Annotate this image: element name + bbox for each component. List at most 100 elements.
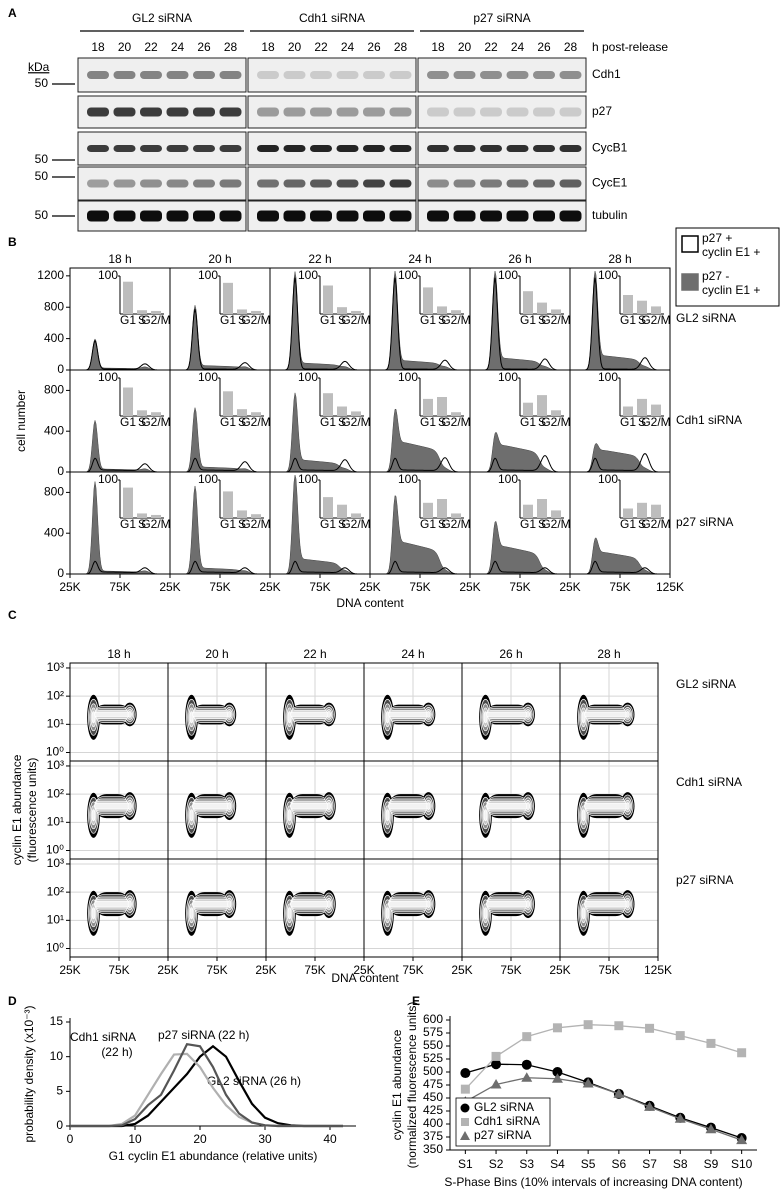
inset-category: G1 — [220, 313, 236, 327]
protein-label: Cdh1 — [592, 67, 621, 81]
blot-band — [363, 145, 385, 152]
inset-category: G1 — [520, 313, 536, 327]
contour — [290, 802, 330, 810]
blot-panel — [417, 57, 587, 93]
timepoint-label: 20 — [288, 40, 302, 54]
x-tick-label: 75K — [209, 580, 230, 594]
data-point — [521, 1072, 533, 1082]
blot-band — [219, 179, 242, 188]
contour — [127, 711, 132, 718]
x-tick-label: 25K — [549, 963, 570, 977]
data-point — [521, 1059, 532, 1070]
panel-letter: A — [8, 6, 17, 20]
inset-bar — [551, 309, 561, 314]
protein-label: CycB1 — [592, 141, 628, 155]
inset-tick-label: 100 — [398, 370, 418, 384]
x-tick-label: 10 — [128, 1132, 142, 1146]
inset-bar — [651, 504, 661, 518]
time-unit: h post-release — [592, 40, 668, 54]
blot-band — [257, 210, 279, 222]
inset-category: G1 — [320, 415, 336, 429]
data-point — [706, 1038, 716, 1048]
inset-bar — [551, 410, 561, 416]
timepoint-label: 26 — [367, 40, 381, 54]
legend-marker — [461, 1118, 469, 1126]
inset-category: S — [138, 313, 146, 327]
inset-bar — [237, 409, 247, 416]
blot-band — [453, 179, 476, 188]
inset-category: G1 — [120, 313, 136, 327]
x-tick-label: 25K — [159, 580, 180, 594]
blot-panel — [417, 166, 587, 201]
kda-marker: 50 — [35, 152, 49, 166]
legend-label: p27 siRNA — [474, 1128, 531, 1142]
y-tick-label: 400 — [423, 1116, 443, 1130]
contour — [227, 802, 232, 810]
contour — [189, 907, 194, 920]
inset-category: S — [338, 415, 346, 429]
inset-background — [600, 372, 666, 430]
x-tick-label: S7 — [642, 1157, 657, 1171]
histogram-line — [570, 277, 670, 371]
data-point — [644, 1101, 656, 1111]
y-tick-label: 10² — [47, 688, 64, 702]
blot-band — [559, 179, 582, 188]
blot-band — [257, 71, 279, 79]
inset-category: S — [138, 517, 146, 531]
y-tick-label: 10⁰ — [46, 745, 64, 759]
timepoint-label: 18 — [261, 40, 275, 54]
blot-band — [166, 210, 189, 222]
inset-bar — [223, 282, 233, 314]
x-axis-label: DNA content — [336, 596, 404, 610]
blot-band — [427, 107, 449, 117]
inset-bar — [151, 310, 161, 314]
inset-bar — [637, 300, 647, 314]
contour — [584, 711, 628, 718]
inset-category: G2/M — [241, 313, 270, 327]
inset-tick-label: 100 — [298, 472, 318, 486]
data-point — [552, 1023, 562, 1033]
contour — [584, 900, 628, 908]
column-label: 28 h — [597, 647, 620, 661]
blot-band — [336, 210, 359, 222]
x-tick-label: 25K — [59, 963, 80, 977]
inset-category: G2/M — [141, 415, 170, 429]
histogram-line — [70, 457, 170, 473]
contour — [388, 711, 429, 718]
y-axis-label: (fluorescence units) — [25, 758, 39, 863]
inset-bar — [323, 393, 333, 416]
blot-band — [113, 107, 136, 117]
contour — [625, 900, 630, 908]
blot-band — [336, 107, 359, 117]
y-tick-label: 450 — [423, 1090, 443, 1104]
contour — [525, 802, 531, 810]
inset-category: G2/M — [341, 313, 370, 327]
series-line — [465, 1077, 742, 1141]
x-tick-label: 25K — [459, 580, 480, 594]
inset-bar — [237, 309, 247, 314]
legend-label: p27 - — [702, 269, 729, 283]
blot-band — [140, 107, 162, 117]
blot-band — [87, 107, 109, 117]
blot-band — [336, 179, 359, 188]
blot-band — [559, 145, 582, 152]
column-label: 22 h — [303, 647, 326, 661]
y-axis-label: probability density (x10⁻³) — [22, 1005, 36, 1142]
x-tick-label: 25K — [255, 963, 276, 977]
inset-category: G1 — [220, 415, 236, 429]
y-axis-label: (normalized fluorescence units) — [405, 1002, 419, 1169]
contour — [486, 900, 529, 908]
inset-bar — [151, 412, 161, 416]
inset-bar — [437, 306, 447, 314]
series-label: p27 siRNA (22 h) — [158, 1028, 249, 1042]
inset-tick-label: 100 — [398, 268, 418, 282]
blot-band — [506, 145, 529, 152]
histogram-area — [570, 442, 670, 473]
inset-category: G2/M — [441, 517, 470, 531]
group-label: p27 siRNA — [473, 11, 530, 25]
timepoint-label: 28 — [564, 40, 578, 54]
contour — [581, 907, 586, 920]
inset-bar — [523, 504, 533, 518]
blot-band — [480, 71, 502, 79]
data-point — [491, 1059, 502, 1070]
